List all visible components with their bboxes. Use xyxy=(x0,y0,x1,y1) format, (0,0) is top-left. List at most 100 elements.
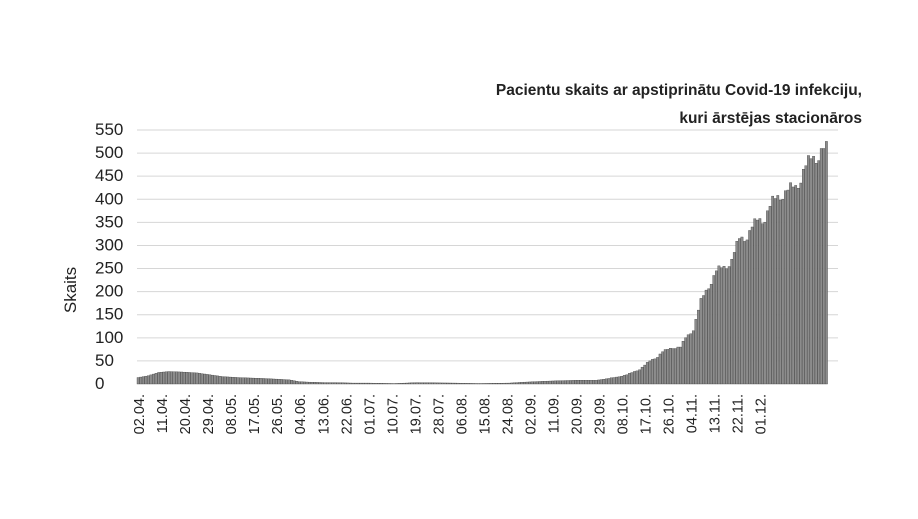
x-tick-label: 22.11. xyxy=(731,394,747,433)
bar xyxy=(387,383,391,385)
bar xyxy=(758,218,762,385)
bar xyxy=(400,383,404,385)
bar xyxy=(218,376,222,385)
bar xyxy=(303,381,306,385)
bar xyxy=(530,381,534,385)
bar xyxy=(354,382,357,385)
bar xyxy=(338,382,342,385)
bar xyxy=(804,165,808,385)
bar xyxy=(500,383,503,385)
bar xyxy=(431,382,434,385)
x-tick-label: 26.10. xyxy=(662,394,678,434)
bar xyxy=(794,185,798,385)
y-tick-label: 500 xyxy=(95,143,123,162)
bar xyxy=(216,375,219,385)
bar xyxy=(420,382,424,385)
bar xyxy=(587,380,590,385)
y-tick-label: 50 xyxy=(95,351,114,370)
y-tick-label: 150 xyxy=(95,305,123,324)
bar xyxy=(617,376,621,385)
bar xyxy=(648,360,652,385)
bar xyxy=(722,266,726,385)
bar xyxy=(482,383,485,385)
bar xyxy=(446,382,450,385)
bar xyxy=(231,377,235,385)
bar xyxy=(592,380,595,385)
bar xyxy=(361,382,365,385)
bar xyxy=(305,381,309,385)
bar xyxy=(817,160,821,385)
bar xyxy=(443,382,447,385)
bar xyxy=(666,349,670,385)
bar xyxy=(328,382,332,385)
bar xyxy=(382,383,386,385)
bar xyxy=(211,374,214,385)
bar xyxy=(802,169,805,385)
bar xyxy=(599,379,603,385)
bar xyxy=(425,382,429,385)
x-tick-label: 08.05. xyxy=(224,394,240,434)
bar xyxy=(520,382,524,385)
bar xyxy=(257,378,260,385)
bar xyxy=(768,206,772,385)
x-tick-label: 04.11. xyxy=(685,394,701,433)
bar xyxy=(715,270,718,385)
bar xyxy=(709,284,713,385)
bar xyxy=(185,372,189,385)
bar xyxy=(448,382,452,385)
bar xyxy=(607,378,611,385)
y-tick-label: 400 xyxy=(95,189,123,208)
bar xyxy=(471,383,475,385)
bar xyxy=(653,358,657,385)
bar xyxy=(223,376,227,385)
y-axis-ticks: 0 50 100 150 200 250 300 350 400 450 500 550 xyxy=(95,120,123,393)
bar xyxy=(200,373,204,385)
x-tick-label: 17.05. xyxy=(247,394,263,434)
bar xyxy=(658,353,662,385)
bar xyxy=(139,376,143,385)
bar xyxy=(423,382,427,385)
x-tick-label: 24.08. xyxy=(501,394,517,434)
bar xyxy=(707,288,711,385)
bar xyxy=(750,226,754,385)
bar xyxy=(280,379,283,385)
bar xyxy=(505,382,508,385)
bar xyxy=(753,218,757,385)
x-tick-label: 11.04. xyxy=(155,394,171,433)
x-tick-label: 11.09. xyxy=(547,394,563,433)
bar xyxy=(784,190,787,385)
bar xyxy=(702,295,705,385)
bar xyxy=(346,382,350,385)
x-tick-label: 13.11. xyxy=(708,394,724,433)
bar xyxy=(198,373,201,385)
bar xyxy=(300,381,304,385)
bar xyxy=(771,195,775,385)
bar xyxy=(282,379,286,385)
x-tick-label: 08.10. xyxy=(616,394,632,434)
bar xyxy=(717,265,721,385)
bar xyxy=(512,382,516,385)
bar xyxy=(689,333,693,385)
bar xyxy=(180,371,184,385)
bar xyxy=(510,382,514,385)
bar xyxy=(369,382,373,385)
bar xyxy=(254,378,258,385)
bar xyxy=(569,380,572,385)
bar xyxy=(558,380,562,385)
bar xyxy=(456,382,460,385)
bar xyxy=(177,371,181,385)
bar xyxy=(154,373,158,385)
bar xyxy=(538,381,542,385)
bar xyxy=(515,382,519,385)
bar xyxy=(564,380,567,385)
bar xyxy=(699,298,703,385)
bar xyxy=(656,357,659,385)
y-tick-label: 450 xyxy=(95,166,123,185)
bar xyxy=(333,382,337,385)
bar xyxy=(643,364,647,385)
x-tick-label: 06.08. xyxy=(454,394,470,434)
bar xyxy=(356,382,360,385)
bar xyxy=(147,375,150,385)
bar xyxy=(679,346,682,385)
bar xyxy=(533,381,537,385)
